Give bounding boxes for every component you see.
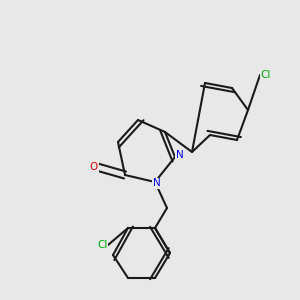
Text: Cl: Cl	[98, 240, 108, 250]
Text: Cl: Cl	[260, 70, 271, 80]
Text: O: O	[90, 162, 98, 172]
Text: N: N	[176, 151, 183, 160]
Text: N: N	[153, 178, 160, 188]
